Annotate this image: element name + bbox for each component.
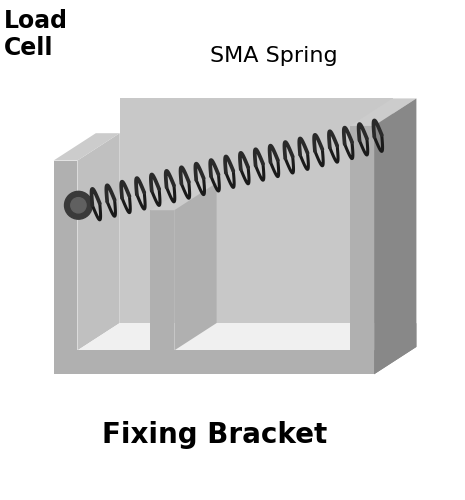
Polygon shape [53,133,120,160]
Polygon shape [374,98,416,374]
Polygon shape [350,126,374,374]
Polygon shape [151,210,174,350]
Polygon shape [374,323,416,374]
Polygon shape [174,183,217,350]
Text: Load
Cell: Load Cell [4,9,68,60]
Polygon shape [350,98,416,126]
Circle shape [65,192,93,219]
Polygon shape [53,350,374,374]
Text: Fixing Bracket: Fixing Bracket [102,422,328,450]
Circle shape [71,198,86,213]
Polygon shape [120,98,392,323]
Polygon shape [53,160,78,374]
Polygon shape [78,133,120,350]
Polygon shape [151,183,217,210]
Polygon shape [78,323,416,350]
Text: SMA Spring: SMA Spring [210,46,338,66]
